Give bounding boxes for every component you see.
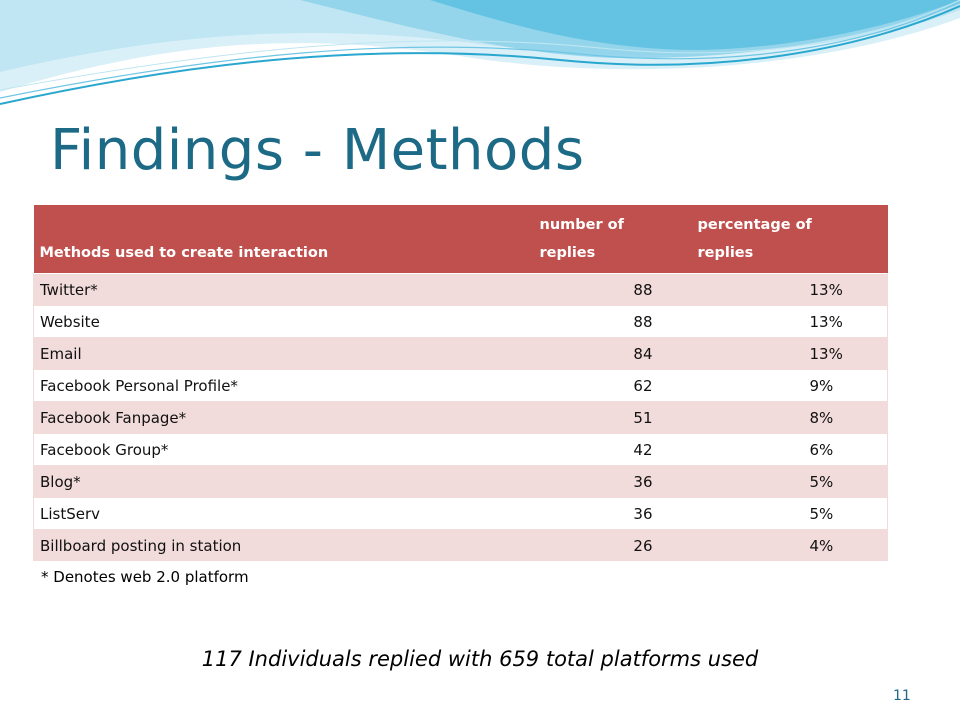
table-row: Twitter* 88 13%	[33, 273, 888, 306]
row-replies: 36	[504, 497, 665, 530]
row-method: Twitter*	[33, 273, 505, 306]
row-percent: 4%	[664, 529, 888, 561]
row-percent: 5%	[664, 465, 888, 498]
row-method: ListServ	[33, 497, 505, 530]
header-percent-line2: replies	[697, 245, 754, 261]
table-row: Blog* 36 5%	[33, 465, 888, 498]
row-method: Blog*	[33, 465, 505, 498]
table-row: Facebook Group* 42 6%	[33, 433, 888, 466]
row-method: Facebook Personal Profile*	[33, 369, 505, 402]
row-method: Website	[33, 305, 505, 338]
header-method: Methods used to create interaction	[33, 205, 505, 274]
footnote: * Denotes web 2.0 platform	[41, 568, 249, 586]
table-row: ListServ 36 5%	[33, 497, 888, 530]
table-row: Email 84 13%	[33, 337, 888, 370]
slide-title: Findings - Methods	[50, 118, 585, 183]
row-replies: 88	[504, 273, 665, 306]
row-percent: 13%	[664, 337, 888, 370]
row-replies: 42	[504, 433, 665, 466]
table-header-row: Methods used to create interaction numbe…	[33, 205, 888, 274]
row-method: Facebook Fanpage*	[33, 401, 505, 434]
header-percent-line1: percentage of	[697, 217, 812, 233]
row-percent: 13%	[664, 273, 888, 306]
header-number-line1: number of	[539, 217, 624, 233]
row-percent: 8%	[664, 401, 888, 434]
row-replies: 26	[504, 529, 665, 561]
row-replies: 51	[504, 401, 665, 434]
row-replies: 62	[504, 369, 665, 402]
summary-text: 117 Individuals replied with 659 total p…	[201, 647, 759, 671]
page-number: 11	[893, 688, 911, 704]
row-method: Billboard posting in station	[33, 529, 505, 561]
table-row: Facebook Fanpage* 51 8%	[33, 401, 888, 434]
header-number-line2: replies	[539, 245, 596, 261]
row-replies: 36	[504, 465, 665, 498]
methods-table: Methods used to create interaction numbe…	[33, 205, 888, 561]
table-row: Billboard posting in station 26 4%	[33, 529, 888, 561]
header-number-of-replies: number of replies	[504, 205, 665, 274]
header-wave-decoration	[0, 0, 960, 105]
row-percent: 5%	[664, 497, 888, 530]
header-percentage-of-replies: percentage of replies	[664, 205, 888, 274]
row-method: Email	[33, 337, 505, 370]
row-replies: 84	[504, 337, 665, 370]
row-replies: 88	[504, 305, 665, 338]
row-percent: 9%	[664, 369, 888, 402]
table-row: Facebook Personal Profile* 62 9%	[33, 369, 888, 402]
table-row: Website 88 13%	[33, 305, 888, 338]
row-method: Facebook Group*	[33, 433, 505, 466]
row-percent: 13%	[664, 305, 888, 338]
row-percent: 6%	[664, 433, 888, 466]
